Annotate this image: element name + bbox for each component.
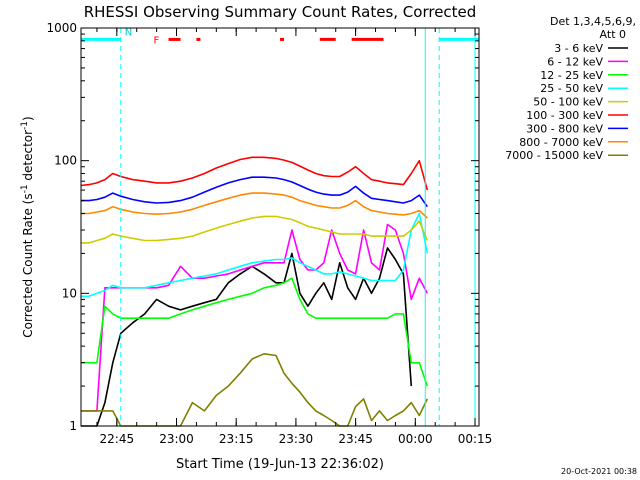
series-layer: [80, 156, 429, 427]
x-axis-label: Start Time (19-Jun-13 22:36:02): [176, 457, 384, 472]
series-line-2: [81, 277, 429, 387]
flare-label: F: [154, 35, 160, 46]
legend-label-0: 3 - 6 keV: [554, 42, 603, 55]
chart-title: RHESSI Observing Summary Count Rates, Co…: [84, 3, 477, 21]
y-tick-label-1: 10: [62, 286, 77, 300]
legend-label-5: 100 - 300 keV: [526, 109, 603, 122]
y-axis-label-end: ): [21, 116, 35, 121]
x-tick-label-4: 23:45: [338, 432, 373, 446]
legend-label-1: 6 - 12 keV: [547, 55, 603, 68]
legend-label-7: 800 - 7000 keV: [519, 136, 603, 149]
y-axis-label-sup2: -1: [20, 121, 30, 130]
y-axis-label-sup1: -1: [20, 184, 30, 193]
y-tick-label-0: 1: [69, 419, 77, 433]
annotation-layer: NF: [81, 27, 479, 426]
y-axis-label-base: Corrected Count Rate (s: [21, 193, 35, 337]
y-axis-label: Corrected Count Rate (s-1 detector-1): [20, 116, 35, 337]
series-line-0: [81, 247, 413, 427]
legend-label-8: 7000 - 15000 keV: [505, 149, 603, 162]
ticks-layer: 1 10 100 1000 22:45 23:00 23:15 23:30 23:45 00:00…: [46, 21, 492, 446]
series-line-4: [81, 215, 429, 244]
series-line-5: [80, 156, 429, 191]
legend-header-line2: Att 0: [600, 28, 626, 41]
night-label: N: [125, 27, 132, 38]
series-line-6: [81, 176, 428, 208]
series-line-8: [81, 353, 429, 427]
legend-label-6: 300 - 800 keV: [526, 122, 603, 135]
x-tick-label-5: 00:00: [398, 432, 433, 446]
series-line-7: [81, 192, 428, 219]
footer-date: 20-Oct-2021 00:38: [561, 467, 637, 476]
x-tick-label-6: 00:15: [458, 432, 493, 446]
y-axis-label-mid: detector: [21, 130, 35, 185]
series-line-3: [81, 212, 429, 298]
legend-label-4: 50 - 100 keV: [533, 96, 603, 109]
plot-frame: [80, 27, 480, 427]
y-tick-label-2: 100: [54, 154, 77, 168]
x-tick-label-1: 23:00: [159, 432, 194, 446]
x-tick-label-3: 23:30: [279, 432, 314, 446]
legend-header-line1: Det 1,3,4,5,6,9,: [550, 15, 636, 28]
legend-label-2: 12 - 25 keV: [540, 69, 603, 82]
x-tick-label-2: 23:15: [219, 432, 254, 446]
y-tick-label-3: 1000: [46, 21, 77, 35]
x-tick-label-0: 22:45: [100, 432, 135, 446]
legend-label-3: 25 - 50 keV: [540, 82, 603, 95]
